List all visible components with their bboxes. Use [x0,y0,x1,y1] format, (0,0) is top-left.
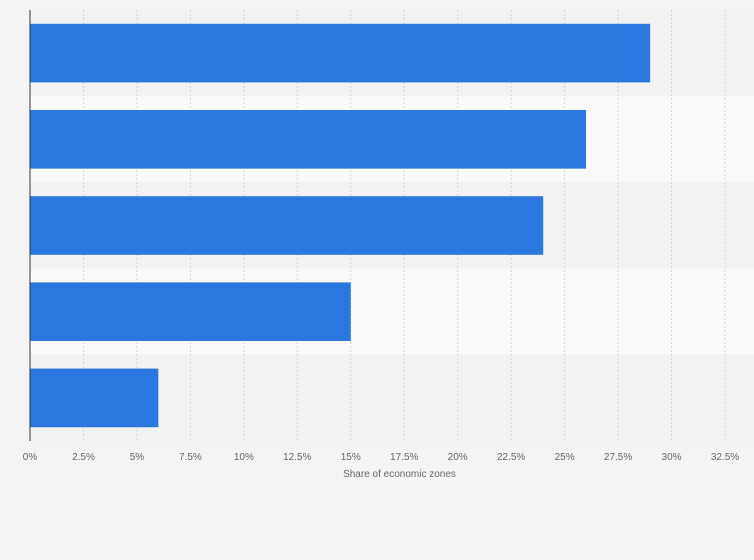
bar [30,109,586,169]
x-tick-label: 22.5% [497,452,525,463]
x-tick-label: 15% [341,452,361,463]
x-tick-labels: 0% 2.5% 5% 7.5% 10% 12.5% 15% 17.5% 20% 22.5% 25% 2… [23,452,740,463]
bars [30,23,651,428]
bar [30,282,351,342]
x-tick-label: 12.5% [283,452,311,463]
x-tick-label: 30% [662,452,682,463]
x-tick-label: 7.5% [179,452,202,463]
x-tick-label: 20% [448,452,468,463]
x-tick-label: 2.5% [72,452,95,463]
x-tick-label: 25% [555,452,575,463]
bar [30,23,651,83]
x-tick-label: 17.5% [390,452,418,463]
x-tick-label: 0% [23,452,38,463]
x-tick-label: 10% [234,452,254,463]
bar [30,368,159,428]
x-tick-label: 27.5% [604,452,632,463]
bar [30,196,544,255]
x-axis-title: Share of economic zones [343,469,456,480]
x-tick-label: 32.5% [711,452,739,463]
x-tick-label: 5% [130,452,145,463]
